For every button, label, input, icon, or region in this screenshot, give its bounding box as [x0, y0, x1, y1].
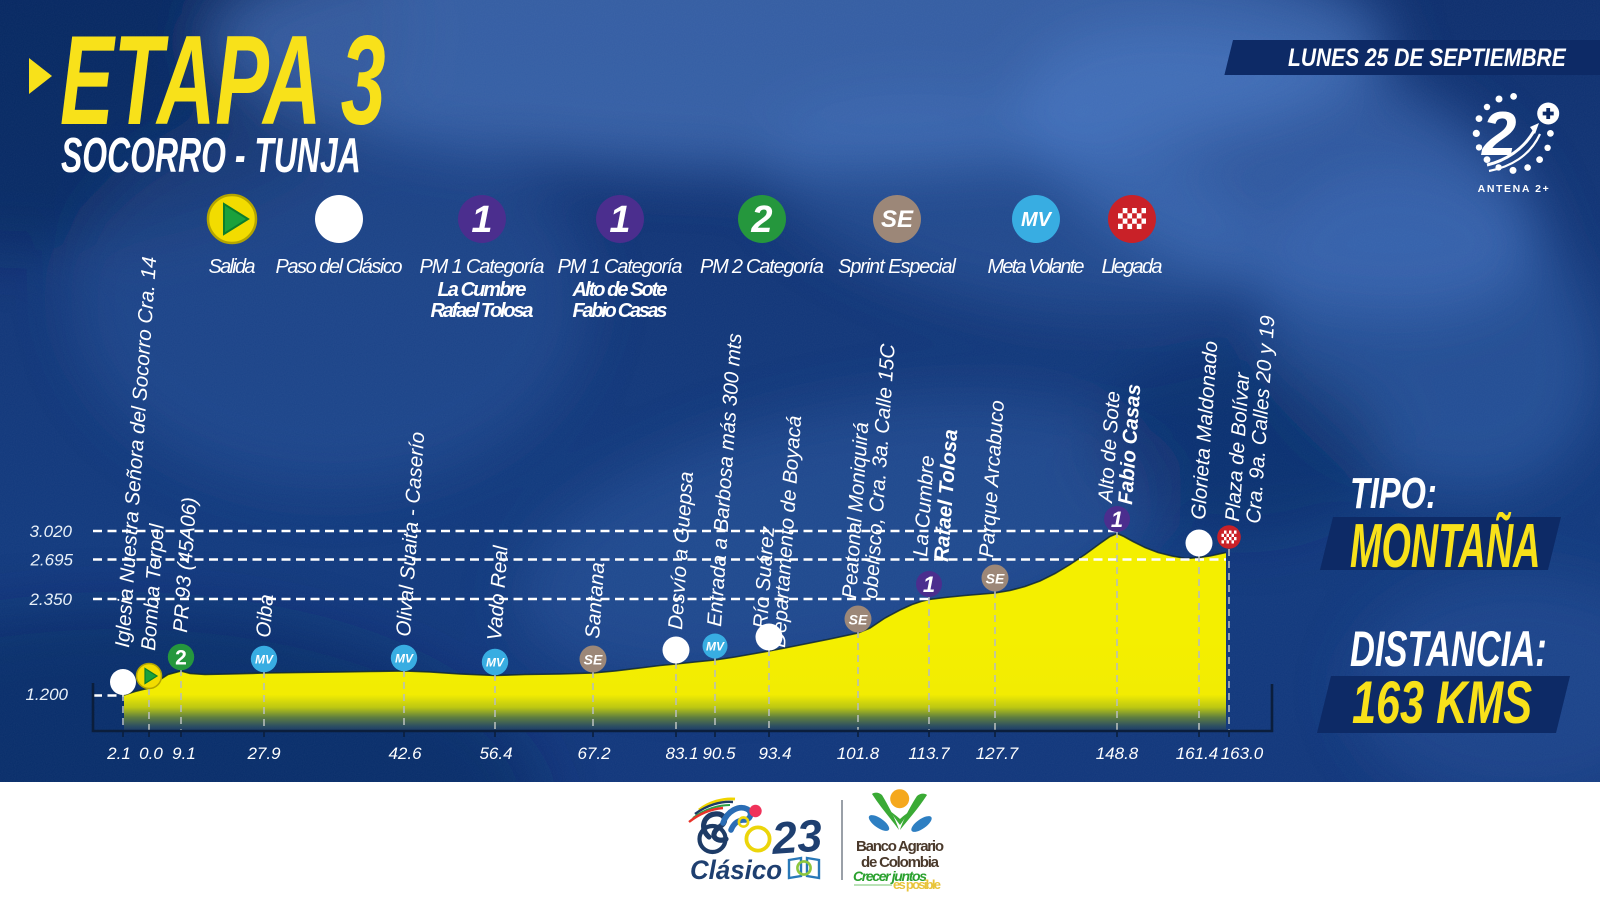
svg-text:Olival Suaita - Caserío: Olival Suaita - Caserío — [392, 431, 429, 637]
svg-text:SE: SE — [849, 612, 868, 628]
svg-text:113.7: 113.7 — [908, 744, 950, 763]
svg-text:1: 1 — [609, 199, 630, 241]
svg-text:La Cumbre: La Cumbre — [438, 279, 527, 301]
svg-text:SE: SE — [584, 652, 603, 668]
svg-text:SE: SE — [986, 571, 1005, 587]
svg-text:Sprint Especial: Sprint Especial — [838, 256, 957, 278]
svg-text:2: 2 — [1481, 100, 1516, 169]
svg-text:1: 1 — [1111, 507, 1123, 532]
svg-text:1: 1 — [923, 572, 935, 597]
svg-text:MV: MV — [255, 653, 274, 667]
svg-text:90.5: 90.5 — [702, 744, 736, 763]
svg-text:Bomba Terpel: Bomba Terpel — [137, 522, 169, 652]
svg-text:83.1: 83.1 — [665, 744, 698, 763]
svg-text:Fabio Casas: Fabio Casas — [573, 300, 668, 322]
svg-text:ANTENA 2+: ANTENA 2+ — [1478, 183, 1551, 195]
svg-text:Santana: Santana — [581, 562, 609, 640]
svg-text:MV: MV — [395, 652, 414, 666]
svg-text:2: 2 — [175, 647, 187, 670]
svg-text:93.4: 93.4 — [758, 744, 791, 763]
svg-text:67.2: 67.2 — [577, 744, 611, 763]
svg-text:27.9: 27.9 — [246, 744, 281, 763]
svg-text:101.8: 101.8 — [837, 744, 880, 763]
svg-text:2.350: 2.350 — [28, 590, 72, 609]
svg-text:MV: MV — [1021, 209, 1053, 231]
svg-text:Llegada: Llegada — [1102, 256, 1163, 278]
svg-text:1: 1 — [471, 199, 492, 241]
svg-text:2.1: 2.1 — [106, 744, 131, 763]
svg-text:PM 1 Categoría: PM 1 Categoría — [558, 256, 683, 278]
svg-text:Entrada a Barbosa más 300 mts: Entrada a Barbosa más 300 mts — [703, 332, 746, 627]
svg-text:2.695: 2.695 — [29, 551, 73, 570]
svg-text:Desvío a Guepsa: Desvío a Guepsa — [664, 471, 698, 631]
svg-text:PM 1 Categoría: PM 1 Categoría — [420, 256, 545, 278]
svg-text:Banco Agrario: Banco Agrario — [856, 838, 944, 855]
svg-text:PR 93 (45A06): PR 93 (45A06) — [169, 496, 201, 633]
svg-text:Alto de Sote: Alto de Sote — [572, 279, 668, 301]
svg-text:MV: MV — [486, 656, 505, 670]
svg-text:Crecer juntos: Crecer juntos — [853, 868, 927, 884]
svg-text:Meta Volante: Meta Volante — [988, 256, 1085, 278]
svg-text:Rafael Tolosa: Rafael Tolosa — [930, 429, 962, 563]
svg-text:es posible: es posible — [893, 877, 941, 892]
svg-text:161.4: 161.4 — [1176, 744, 1219, 763]
svg-text:Oiba: Oiba — [252, 594, 278, 639]
svg-text:148.8: 148.8 — [1096, 744, 1139, 763]
svg-text:Glorieta Maldonado: Glorieta Maldonado — [1187, 340, 1222, 520]
svg-text:Clásico: Clásico — [690, 855, 782, 885]
svg-text:PM 2 Categoría: PM 2 Categoría — [700, 256, 824, 278]
svg-text:163.0: 163.0 — [1221, 744, 1264, 763]
svg-text:2: 2 — [750, 199, 772, 241]
svg-text:127.7: 127.7 — [976, 744, 1019, 763]
svg-text:1.200: 1.200 — [25, 685, 68, 704]
svg-text:9.1: 9.1 — [172, 744, 196, 763]
svg-text:Rafael Tolosa: Rafael Tolosa — [431, 300, 534, 322]
svg-text:23: 23 — [769, 810, 823, 864]
svg-text:42.6: 42.6 — [388, 744, 422, 763]
svg-text:Parque Arcabuco: Parque Arcabuco — [975, 399, 1009, 558]
svg-text:de Colombia: de Colombia — [861, 854, 940, 871]
svg-text:MV: MV — [706, 640, 725, 654]
svg-text:56.4: 56.4 — [479, 744, 512, 763]
svg-text:3.020: 3.020 — [29, 522, 72, 541]
svg-text:SE: SE — [881, 206, 914, 233]
svg-text:Paso del Clásico: Paso del Clásico — [276, 256, 403, 278]
svg-text:Salida: Salida — [209, 256, 256, 278]
svg-text:0.0: 0.0 — [139, 744, 163, 763]
